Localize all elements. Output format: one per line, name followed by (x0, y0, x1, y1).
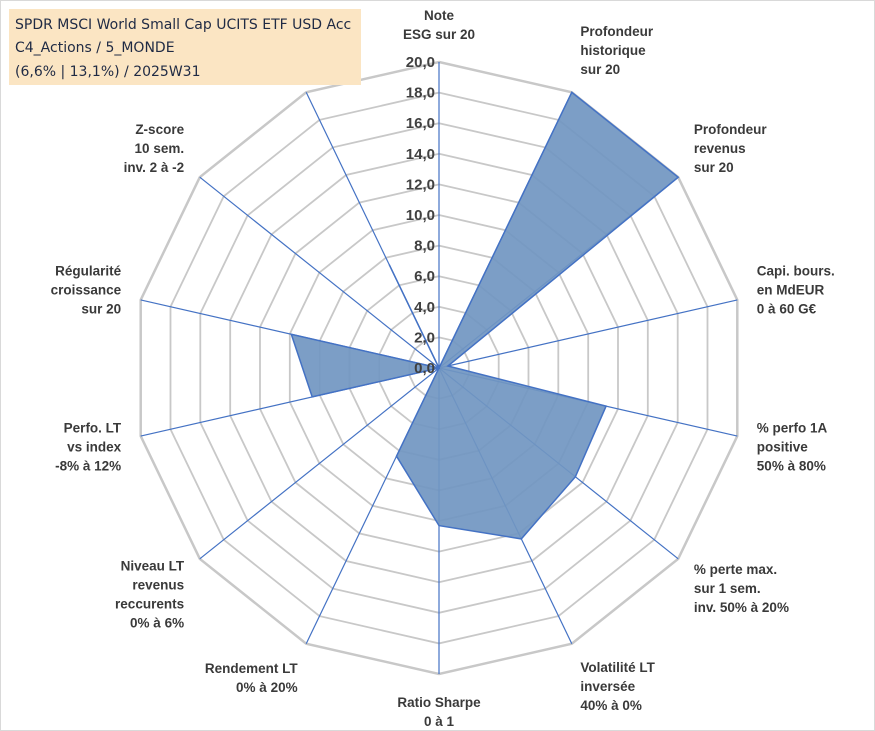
category-label: Volatilité LT inversée 40% à 0% (580, 660, 655, 713)
category-label-line: Profondeur (580, 24, 653, 39)
category-label-layer: Note ESG sur 20 Profondeur historique sur 20… (51, 8, 835, 729)
category-label-line: Régularité (55, 264, 122, 279)
category-label-line: reccurents (115, 597, 184, 612)
category-label-line: Volatilité LT (580, 660, 655, 675)
category-label-line: -8% à 12% (55, 459, 121, 474)
radial-tick-label: 16,0 (406, 115, 435, 132)
chart-title-category: C4_Actions / 5_MONDE (15, 40, 175, 56)
axis-spoke (199, 367, 440, 560)
category-label-line: positive (757, 440, 809, 455)
category-label-line: inv. 2 à -2 (124, 160, 185, 175)
category-label-line: sur 1 sem. (694, 581, 761, 596)
category-label-line: 0% à 6% (130, 616, 184, 631)
category-label-line: Niveau LT (121, 559, 185, 574)
category-label-line: historique (580, 43, 646, 58)
category-label: Profondeur revenus sur 20 (694, 122, 767, 175)
radial-tick-label: 6,0 (414, 268, 435, 285)
category-label: Profondeur historique sur 20 (580, 24, 653, 77)
radial-tick-label: 10,0 (406, 207, 435, 224)
radial-tick-label: 8,0 (414, 238, 435, 255)
radial-tick-label: 20,0 (406, 54, 435, 71)
radial-tick-label: 14,0 (406, 146, 435, 163)
category-label-line: % perte max. (694, 562, 777, 577)
category-label-line: revenus (132, 578, 184, 593)
category-label-line: revenus (694, 141, 746, 156)
category-label: Niveau LT revenus reccurents 0% à 6% (115, 559, 185, 631)
chart-title-fund-name: SPDR MSCI World Small Cap UCITS ETF USD … (15, 17, 352, 33)
radial-tick-label: 12,0 (406, 176, 435, 193)
category-label: Régularité croissance sur 20 (51, 264, 122, 317)
category-label: % perte max. sur 1 sem. inv. 50% à 20% (694, 562, 789, 615)
category-label-line: 0 à 1 (424, 714, 455, 729)
category-label-line: 50% à 80% (757, 459, 826, 474)
category-label-line: sur 20 (580, 62, 620, 77)
category-label-line: ESG sur 20 (403, 27, 475, 42)
axis-spoke (438, 299, 738, 369)
category-label-line: Rendement LT (205, 661, 299, 676)
category-label-line: 0% à 20% (236, 680, 298, 695)
category-label-line: Ratio Sharpe (397, 695, 481, 710)
series-area (290, 91, 680, 540)
series-layer (290, 91, 680, 540)
radial-tick-label: 18,0 (406, 85, 435, 102)
category-label-line: 40% à 0% (580, 698, 642, 713)
category-label-line: 10 sem. (135, 141, 185, 156)
radial-tick-label: 0,0 (414, 360, 435, 377)
category-label-line: en MdEUR (757, 283, 825, 298)
category-label-line: % perfo 1A (757, 421, 828, 436)
category-label-line: vs index (67, 440, 122, 455)
category-label-line: Profondeur (694, 122, 767, 137)
category-label: Rendement LT 0% à 20% (205, 661, 299, 695)
category-label-line: 0 à 60 G€ (757, 302, 817, 317)
category-label: Capi. bours. en MdEUR 0 à 60 G€ (757, 264, 835, 317)
category-label: Perfo. LT vs index -8% à 12% (55, 421, 122, 474)
category-label-line: sur 20 (694, 160, 734, 175)
axis-spoke (199, 176, 440, 369)
category-label-line: Z-score (135, 122, 184, 137)
category-label-line: croissance (51, 283, 122, 298)
category-label-line: sur 20 (81, 302, 121, 317)
category-label-line: Note (424, 8, 454, 23)
chart-title-period: (6,6% | 13,1%) / 2025W31 (15, 64, 201, 80)
chart-title-box: SPDR MSCI World Small Cap UCITS ETF USD … (9, 9, 361, 85)
category-label-line: Perfo. LT (64, 421, 122, 436)
category-label-line: Capi. bours. (757, 264, 835, 279)
category-label-line: inv. 50% à 20% (694, 600, 789, 615)
radial-tick-label: 2,0 (414, 329, 435, 346)
radial-tick-label: 4,0 (414, 299, 435, 316)
category-label: Z-score 10 sem. inv. 2 à -2 (124, 122, 185, 175)
category-label-line: inversée (580, 679, 635, 694)
category-label: Ratio Sharpe 0 à 1 (397, 695, 481, 729)
category-label: % perfo 1A positive 50% à 80% (757, 421, 828, 474)
tick-label-layer: 0,0 2,0 4,0 6,0 8,0 10,0 12,0 14,0 16,0 18,0 20,0 (406, 54, 435, 377)
category-label: Note ESG sur 20 (403, 8, 475, 42)
